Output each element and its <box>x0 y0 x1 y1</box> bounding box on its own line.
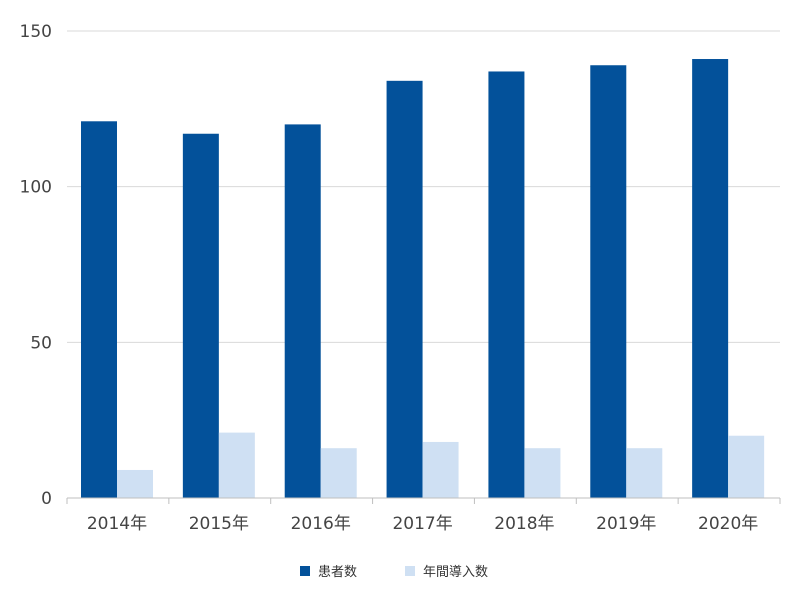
bar-annual-introductions <box>626 448 663 498</box>
axes: 0 50 100 150 2014年 2015年 2016年 2017年 2018年 2019年 2… <box>20 22 781 534</box>
y-tick-label: 100 <box>20 178 52 198</box>
x-tick-label: 2020年 <box>698 514 758 534</box>
y-tick-label: 0 <box>41 489 52 509</box>
y-tick-label: 150 <box>20 22 52 42</box>
bar-annual-introductions <box>422 441 459 498</box>
bar-patients <box>81 121 117 498</box>
legend: 患者数 年間導入数 <box>300 565 488 580</box>
bar-patients <box>590 65 627 498</box>
legend-swatch <box>405 566 415 576</box>
bar-annual-introductions <box>524 448 561 498</box>
bar-annual-introductions <box>117 469 153 498</box>
bar-annual-introductions <box>728 435 765 498</box>
legend-swatch <box>300 566 310 576</box>
gridlines <box>67 30 780 343</box>
legend-label: 年間導入数 <box>423 565 488 580</box>
x-tick-label: 2016年 <box>291 514 351 534</box>
bar-patients <box>488 71 525 499</box>
bar-annual-introductions <box>320 448 357 498</box>
x-tick-label: 2018年 <box>494 514 554 534</box>
y-tick-label: 50 <box>30 333 52 353</box>
x-tick-label: 2017年 <box>392 514 452 534</box>
legend-label: 患者数 <box>318 565 357 580</box>
x-tick-label: 2015年 <box>189 514 249 534</box>
bar-patients <box>284 124 321 499</box>
bars <box>81 59 765 499</box>
bar-annual-introductions <box>218 432 255 498</box>
bar-patients <box>692 59 729 499</box>
x-tick-label: 2019年 <box>596 514 656 534</box>
bar-patients <box>386 80 423 499</box>
x-tick-label: 2014年 <box>87 514 147 534</box>
bar-patients <box>182 133 219 499</box>
